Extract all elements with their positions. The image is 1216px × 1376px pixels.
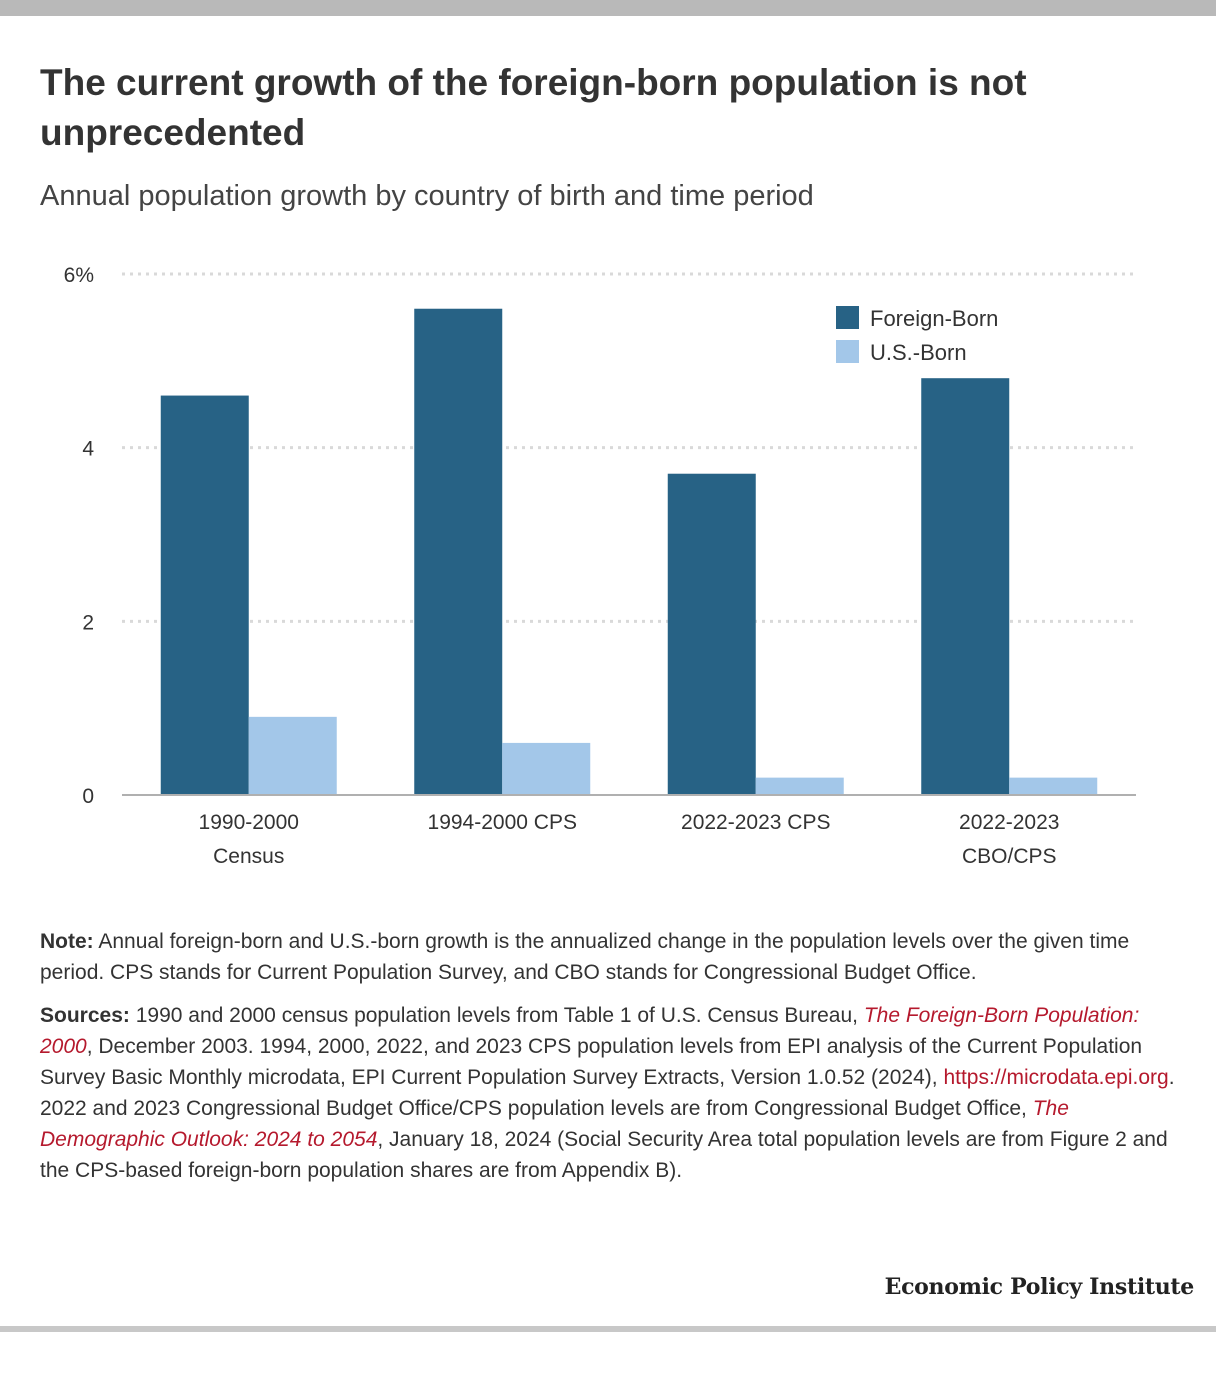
legend-swatch bbox=[836, 340, 859, 363]
note-paragraph: Note: Annual foreign-born and U.S.-born … bbox=[40, 926, 1180, 988]
x-tick-label: 1990-2000 bbox=[199, 811, 299, 834]
bar-us-born bbox=[755, 777, 844, 795]
legend-label: U.S.-Born bbox=[870, 340, 967, 365]
legend-swatch bbox=[836, 306, 859, 329]
top-border bbox=[0, 0, 1216, 16]
bar-us-born bbox=[1009, 777, 1098, 795]
sources-paragraph: Sources: 1990 and 2000 census population… bbox=[40, 1000, 1180, 1186]
chart-subtitle: Annual population growth by country of b… bbox=[40, 180, 814, 212]
sources-text-2: , December 2003. 1994, 2000, 2022, and 2… bbox=[40, 1035, 1143, 1089]
bar-foreign-born bbox=[667, 473, 756, 795]
source-link-microdata[interactable]: https://microdata.epi.org bbox=[943, 1066, 1169, 1089]
x-tick-label: 2022-2023 bbox=[959, 811, 1059, 834]
epi-logo-text: Economic Policy Institute bbox=[884, 1274, 1195, 1300]
y-tick-label: 0 bbox=[82, 785, 94, 808]
y-tick-label: 2 bbox=[82, 611, 94, 634]
bar-foreign-born bbox=[414, 308, 503, 795]
bar-chart: 0 2 4 6% 1990-2000 Census 1994-2000 CPS 2022-20… bbox=[64, 264, 1136, 868]
bar-us-born bbox=[502, 742, 591, 795]
x-tick-label: 2022-2023 CPS bbox=[681, 811, 830, 834]
source-link-demographic-outlook[interactable]: The Demographic Outlook: 2024 to 2054 bbox=[40, 1097, 1069, 1151]
note-label: Note: bbox=[40, 930, 94, 953]
chart-title: The current growth of the foreign-born p… bbox=[40, 62, 1027, 153]
legend-label: Foreign-Born bbox=[870, 306, 998, 331]
sources-text-1: 1990 and 2000 census population levels f… bbox=[135, 1004, 858, 1027]
y-tick-label: 4 bbox=[82, 438, 94, 461]
notes-section: Note: Annual foreign-born and U.S.-born … bbox=[40, 926, 1180, 1198]
x-tick-label: CBO/CPS bbox=[962, 845, 1057, 868]
note-text: Annual foreign-born and U.S.-born growth… bbox=[40, 930, 1130, 984]
y-tick-label: 6% bbox=[64, 264, 94, 287]
bar-foreign-born bbox=[160, 395, 249, 795]
x-tick-label: Census bbox=[213, 845, 284, 868]
bar-foreign-born bbox=[921, 378, 1010, 795]
x-tick-label: 1994-2000 CPS bbox=[428, 811, 577, 834]
sources-text-3: . 2022 and 2023 Congressional Budget Off… bbox=[40, 1066, 1175, 1120]
source-link-foreign-born-population[interactable]: The Foreign-Born Population: 2000 bbox=[40, 1004, 1140, 1058]
sources-text-4: , January 18, 2024 (Social Security Area… bbox=[40, 1128, 1168, 1182]
bar-us-born bbox=[248, 716, 337, 795]
sources-label: Sources: bbox=[40, 1004, 130, 1027]
bottom-border bbox=[0, 1326, 1216, 1332]
